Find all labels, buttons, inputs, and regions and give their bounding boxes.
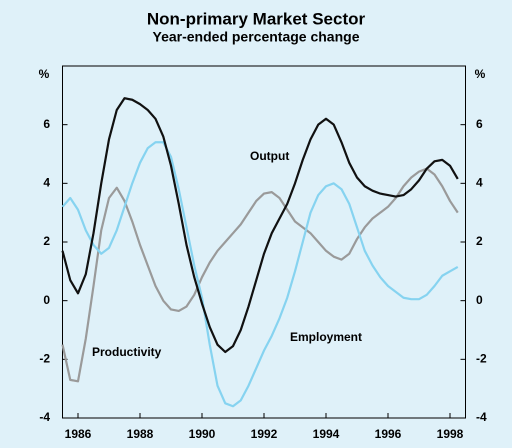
- y2-tick-label: 4: [476, 176, 483, 190]
- x-tick-label: 1998: [437, 427, 464, 441]
- x-tick-label: 1990: [189, 427, 216, 441]
- y2-tick-label: 0: [476, 293, 483, 307]
- y-tick-label: 4: [43, 176, 50, 190]
- chart-title: Non-primary Market Sector: [147, 9, 366, 28]
- series-line: [61, 141, 459, 408]
- y-tick-label: -2: [39, 352, 50, 366]
- y-tick-label: 6: [43, 117, 50, 131]
- series-label: Output: [250, 149, 289, 163]
- x-tick-label: 1994: [313, 427, 340, 441]
- x-tick-label: 1986: [65, 427, 92, 441]
- x-tick-label: 1988: [127, 427, 154, 441]
- series-label: Employment: [290, 330, 362, 344]
- y2-axis-label: %: [475, 67, 486, 81]
- series-label: Productivity: [92, 345, 162, 359]
- y-tick-label: 0: [43, 293, 50, 307]
- y2-tick-label: 6: [476, 117, 483, 131]
- y-tick-label: 2: [43, 234, 50, 248]
- y2-tick-label: 2: [476, 234, 483, 248]
- x-tick-label: 1992: [251, 427, 278, 441]
- series-line: [61, 167, 459, 383]
- chart-subtitle: Year-ended percentage change: [153, 29, 360, 45]
- x-tick-label: 1996: [375, 427, 402, 441]
- y-axis-label: %: [39, 67, 50, 81]
- y2-tick-label: -2: [476, 352, 487, 366]
- y-tick-label: -4: [39, 410, 50, 424]
- plot-frame: [62, 65, 466, 419]
- series-line: [61, 97, 459, 354]
- y2-tick-label: -4: [476, 410, 487, 424]
